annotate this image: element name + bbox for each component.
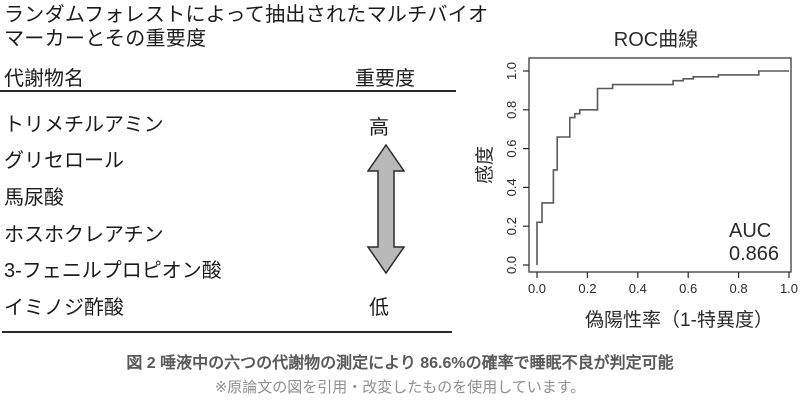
importance-low-label: 低 xyxy=(369,297,389,319)
roc-curve-and-ticks: 0.0 0.2 0.4 0.6 0.8 1.0 0.0 0.2 0.4 0.6 0.8 1.0 xyxy=(504,62,798,296)
svg-text:0.2: 0.2 xyxy=(578,281,596,296)
svg-text:1.0: 1.0 xyxy=(504,62,519,80)
x-axis-label: 偽陽性率（1-特異度） xyxy=(585,309,773,331)
chart-title: ROC曲線 xyxy=(614,28,698,51)
svg-text:0.4: 0.4 xyxy=(629,281,647,296)
table-row: グリセロール xyxy=(4,150,124,173)
table-row: 3-フェニルプロピオン酸 xyxy=(4,260,222,283)
metabolite-list: トリメチルアミン グリセロール 馬尿酸 ホスホクレアチン 3-フェニルプロピオン… xyxy=(4,104,344,324)
svg-text:0.6: 0.6 xyxy=(504,140,519,158)
svg-text:0.0: 0.0 xyxy=(528,281,546,296)
auc-value: 0.866 xyxy=(729,243,779,265)
left-panel-title-line1: ランダムフォレストによって抽出されたマルチバイオ xyxy=(4,4,489,26)
column-header-importance: 重要度 xyxy=(355,68,415,90)
table-row: ホスホクレアチン xyxy=(4,223,164,246)
svg-text:0.8: 0.8 xyxy=(730,281,748,296)
svg-text:0.0: 0.0 xyxy=(504,256,519,274)
table-row: 馬尿酸 xyxy=(4,186,64,209)
svg-text:0.4: 0.4 xyxy=(504,178,519,196)
y-axis-label: 感度 xyxy=(474,146,496,184)
auc-label: AUC xyxy=(729,220,771,242)
left-panel-title-line2: マーカーとその重要度 xyxy=(4,28,207,50)
roc-chart: ROC曲線 感度 偽陽性率（1-特異度） AUC 0.866 0.0 0.2 0.4… xyxy=(474,28,798,331)
column-header-metabolite: 代謝物名 xyxy=(4,68,84,90)
importance-double-arrow-icon xyxy=(367,144,405,275)
svg-text:0.6: 0.6 xyxy=(679,281,697,296)
table-header: 代謝物名 重要度 xyxy=(0,62,456,92)
double-arrow-shape xyxy=(367,144,405,275)
figure-source-note: ※原論文の図を引用・改変したものを使用しています。 xyxy=(214,379,586,396)
table-bottom-rule xyxy=(2,331,452,333)
svg-text:0.8: 0.8 xyxy=(504,101,519,119)
importance-high-label: 高 xyxy=(369,117,389,139)
svg-text:0.2: 0.2 xyxy=(504,217,519,235)
svg-text:1.0: 1.0 xyxy=(780,281,798,296)
table-row: トリメチルアミン xyxy=(4,113,164,136)
left-panel-title: ランダムフォレストによって抽出されたマルチバイオ マーカーとその重要度 xyxy=(4,3,488,51)
table-row: イミノジ酢酸 xyxy=(4,296,124,319)
figure-caption: 図 2 唾液中の六つの代謝物の測定により 86.6%の確率で睡眠不良が判定可能 xyxy=(126,355,674,372)
plot-box xyxy=(528,57,792,273)
